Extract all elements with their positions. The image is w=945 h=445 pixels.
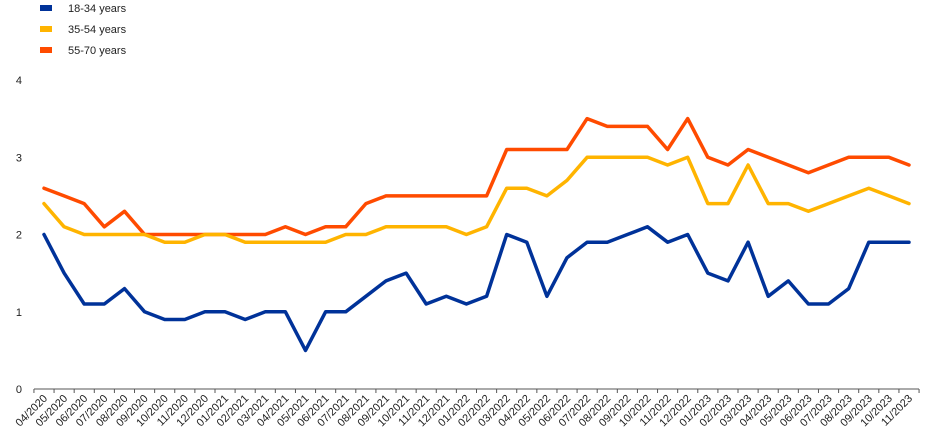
y-tick-label: 1 (16, 307, 22, 319)
y-tick-label: 3 (16, 152, 22, 164)
legend-item: 55-70 years (40, 45, 127, 57)
y-axis-tick-labels: 0 1 2 3 4 (16, 75, 22, 396)
x-axis-ticks: 04/202005/202006/202007/202008/202009/20… (14, 389, 920, 429)
legend-item: 35-54 years (40, 24, 127, 36)
series-line (42, 155, 911, 244)
legend-label: 35-54 years (68, 24, 127, 36)
y-tick-label: 0 (16, 384, 22, 396)
legend: 18-34 years 35-54 years 55-70 years (40, 3, 127, 57)
legend-label: 55-70 years (68, 45, 127, 57)
series-line (42, 225, 911, 353)
legend-item: 18-34 years (40, 3, 127, 15)
legend-label: 18-34 years (68, 3, 127, 15)
series-line (42, 116, 911, 237)
legend-swatch (40, 5, 52, 11)
legend-swatch (40, 47, 52, 53)
y-tick-label: 4 (16, 75, 22, 87)
series-lines (42, 116, 911, 353)
y-tick-label: 2 (16, 230, 22, 242)
legend-swatch (40, 26, 52, 32)
